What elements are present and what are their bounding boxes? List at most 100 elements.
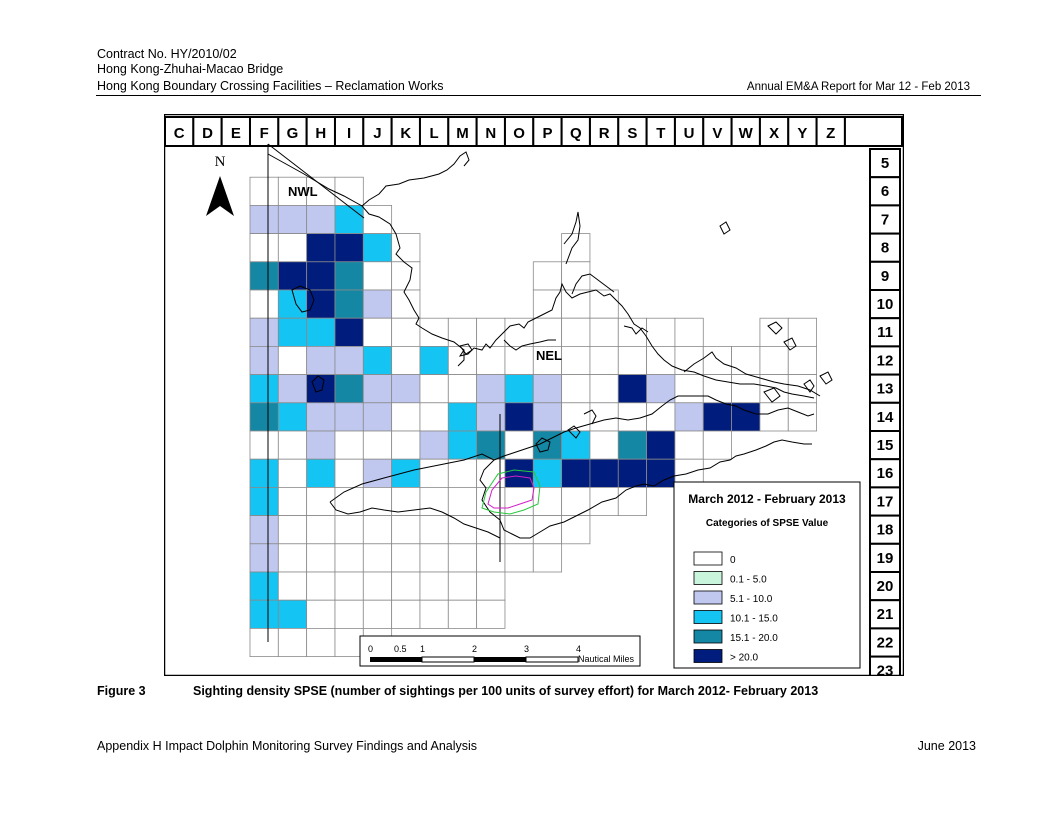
grid-cell [334, 402, 364, 432]
grid-cell [391, 571, 421, 601]
map-frame [164, 114, 904, 676]
grid-cell [362, 374, 393, 404]
legend-label: 15.1 - 20.0 [730, 633, 778, 644]
grid-cell [532, 261, 563, 291]
scale-tick-label: 4 [576, 644, 581, 654]
grid-cell [362, 289, 393, 319]
grid-cells [249, 176, 817, 658]
grid-cell [674, 430, 704, 460]
grid-cell [306, 289, 336, 319]
column-label: Q [570, 125, 582, 142]
grid-cell [277, 402, 308, 432]
row-label: 6 [881, 183, 889, 200]
row-label: 15 [877, 437, 894, 454]
grid-cell [249, 176, 279, 206]
grid-cell [391, 261, 421, 291]
grid-cell [476, 317, 506, 347]
grid-cell [334, 543, 364, 573]
column-label: V [712, 125, 722, 142]
grid-cell [419, 345, 449, 375]
grid-cell [306, 599, 336, 629]
legend-swatch [693, 571, 723, 585]
column-header-cell [702, 116, 733, 147]
grid-cell [476, 374, 506, 404]
row-header-cell [869, 542, 901, 573]
grid-cell [476, 345, 506, 375]
figure-caption: Sighting density SPSE (number of sightin… [193, 684, 819, 698]
grid-cell [277, 317, 308, 347]
legend: March 2012 - February 2013 Categories of… [673, 481, 861, 669]
grid-cell [277, 205, 308, 235]
nel-label: NEL [536, 348, 562, 363]
grid-cell [306, 430, 336, 460]
grid-cell [362, 486, 393, 516]
grid-cell [532, 317, 563, 347]
grid-cell [306, 402, 336, 432]
grid-cell [447, 402, 478, 432]
grid-cell [391, 233, 421, 263]
scale-bar-segment [525, 656, 579, 663]
grid-cell [391, 543, 421, 573]
legend-subtitle: Categories of SPSE Value [706, 518, 829, 529]
grid-cell [362, 402, 393, 432]
grid-cell [617, 374, 648, 404]
grid-cell [277, 374, 308, 404]
grid-cell [504, 317, 534, 347]
column-label: Y [797, 125, 807, 142]
grid-cell [476, 571, 506, 601]
grid-cell [589, 317, 619, 347]
grid-cell [334, 599, 364, 629]
grid-cell [306, 571, 336, 601]
grid-cell [447, 486, 478, 516]
grid-cell [532, 345, 563, 375]
grid-cell [532, 289, 563, 319]
column-header-cell [588, 116, 620, 147]
row-header-cell [869, 204, 901, 235]
grid-cell [646, 374, 676, 404]
figure-label: Figure 3 [97, 684, 146, 698]
scale-bar: 0 0.5 1 2 3 4 Nautical Miles [359, 635, 641, 667]
grid-cell [249, 486, 279, 516]
column-header-cell [164, 116, 195, 147]
grid-cell [532, 374, 563, 404]
row-header-cell [869, 260, 901, 292]
grid-cell [702, 345, 733, 375]
row-label: 11 [877, 324, 893, 341]
grid-cell [277, 599, 308, 629]
grid-cell [249, 430, 279, 460]
grid-cell [334, 261, 364, 291]
grid-cell [334, 233, 364, 263]
legend-label: 10.1 - 15.0 [730, 614, 778, 625]
grid-cell [362, 515, 393, 545]
grid-cell [447, 345, 478, 375]
grid-cell [391, 458, 421, 488]
column-label: T [656, 125, 665, 142]
grid-cell [391, 345, 421, 375]
column-label: O [513, 125, 525, 142]
column-label: S [627, 125, 637, 142]
column-header-cell [248, 116, 280, 147]
grid-cell [447, 458, 478, 488]
grid-cell [532, 402, 563, 432]
column-label: D [202, 125, 213, 142]
row-label: 19 [877, 550, 894, 567]
legend-label: 0.1 - 5.0 [730, 575, 767, 586]
grid-cell [249, 599, 279, 629]
grid-cell [362, 430, 393, 460]
column-label: N [485, 125, 496, 142]
column-label: R [599, 125, 610, 142]
grid-cell [306, 317, 336, 347]
column-label: K [400, 125, 411, 142]
nwl-boundary [267, 143, 365, 642]
grid-cell [362, 317, 393, 347]
grid-cell [277, 543, 308, 573]
grid-cell [391, 430, 421, 460]
grid-cell [249, 345, 279, 375]
grid-cell [617, 458, 648, 488]
row-label: 21 [877, 606, 894, 623]
grid-cell [476, 543, 506, 573]
grid-cell [504, 543, 534, 573]
legend-label: 0 [730, 555, 736, 566]
grid-cell [759, 402, 789, 432]
